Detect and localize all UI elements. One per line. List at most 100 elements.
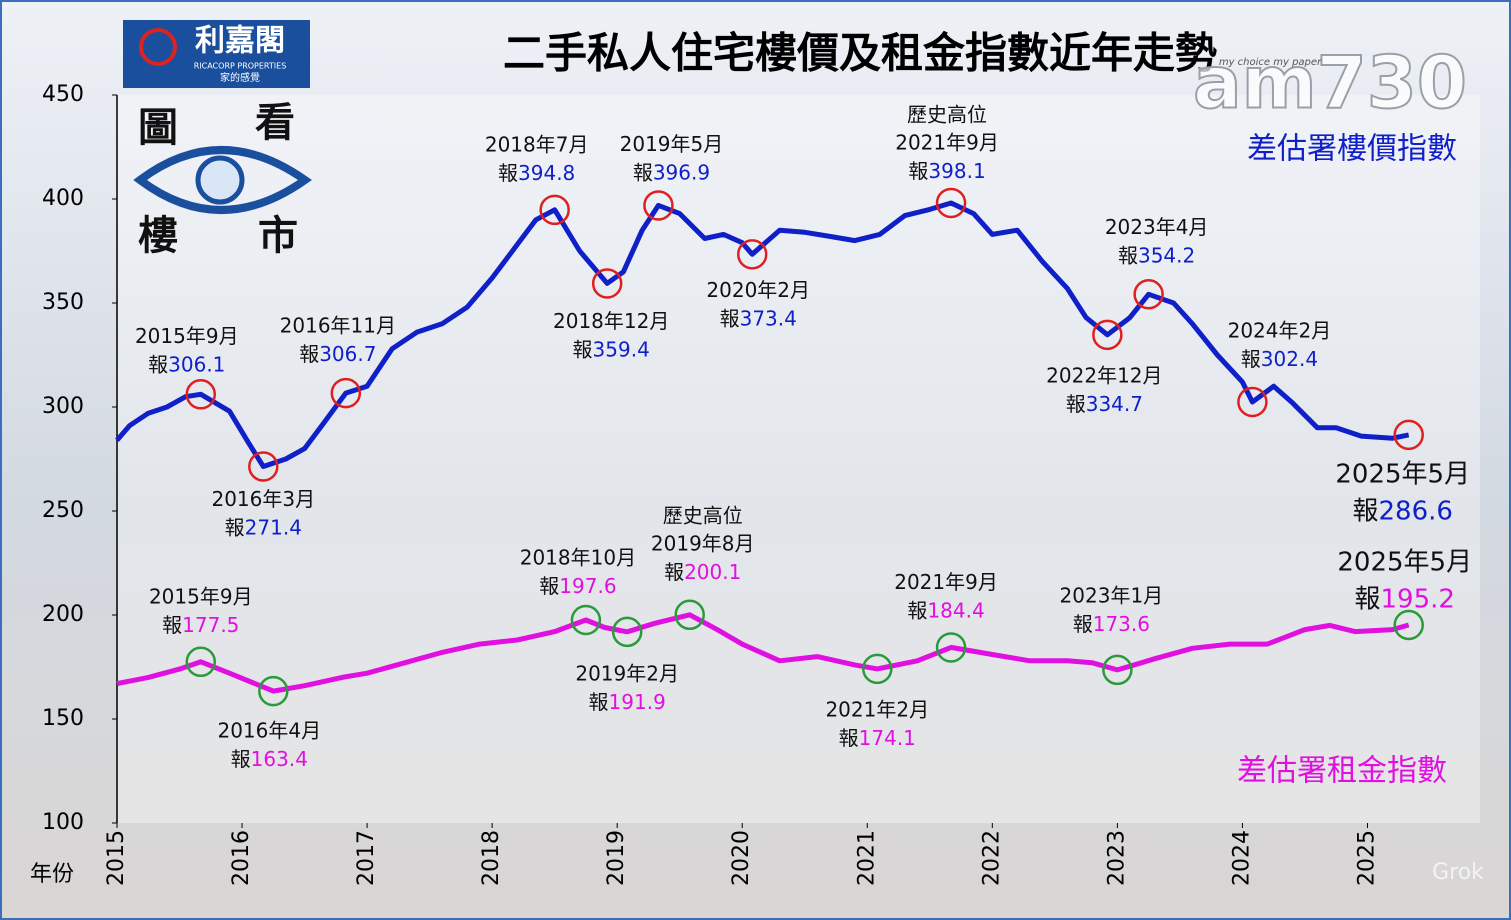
annotation-prefix: 報 xyxy=(907,598,927,622)
annotation-date: 2022年12月 xyxy=(1046,363,1162,387)
annotation-date: 2018年7月 xyxy=(485,132,589,156)
annotation-value-line: 報177.5 xyxy=(162,612,239,636)
annotation-value-line: 報306.7 xyxy=(299,342,376,366)
legend-label: 差估署樓價指數 xyxy=(1247,132,1457,167)
annotation-prefix: 報 xyxy=(231,747,251,771)
annotation-value-line: 報174.1 xyxy=(839,725,916,749)
logo: 利嘉閣 RICACORP PROPERTIES 家的感覺 xyxy=(123,20,310,88)
annotation-date: 2018年12月 xyxy=(553,309,669,333)
y-tick-label: 400 xyxy=(42,186,84,211)
x-tick-label: 2023 xyxy=(1104,830,1129,886)
x-axis-label: 年份 xyxy=(30,862,74,887)
annotation-prefix: 報 xyxy=(633,160,653,184)
annotation-value: 396.9 xyxy=(653,160,710,184)
logo-ring xyxy=(139,28,177,66)
annotation-value-line: 報359.4 xyxy=(573,337,650,361)
annotation-value: 373.4 xyxy=(740,306,797,330)
company-name: 利嘉閣 xyxy=(195,24,285,59)
y-tick-label: 200 xyxy=(42,602,84,627)
annotation-value: 306.1 xyxy=(168,352,225,376)
annotation-value-line: 報396.9 xyxy=(633,160,710,184)
annotation-value-line: 報271.4 xyxy=(225,515,302,539)
annotation-prefix: 報 xyxy=(720,306,740,330)
annotation-date: 2025年5月 xyxy=(1337,547,1472,577)
x-tick-label: 2017 xyxy=(354,830,379,886)
annotation-prefix: 報 xyxy=(664,559,684,583)
annotation-marker xyxy=(1237,386,1268,418)
annotation-value: 271.4 xyxy=(245,515,302,539)
annotation-note: 歷史高位 xyxy=(663,503,743,527)
annotation-value-line: 報197.6 xyxy=(539,573,616,597)
annotation-date: 2023年4月 xyxy=(1105,215,1209,239)
annotation-marker xyxy=(248,451,279,482)
annotation-prefix: 報 xyxy=(1066,391,1086,415)
annotation-value: 286.6 xyxy=(1379,496,1453,526)
y-tick-label: 250 xyxy=(42,498,84,523)
annotation-prefix: 報 xyxy=(839,725,859,749)
annotation-value-line: 報163.4 xyxy=(231,747,308,771)
annotation-marker xyxy=(935,632,967,663)
annotation-marker xyxy=(185,646,217,678)
annotation-marker xyxy=(330,377,362,409)
y-tick-label: 450 xyxy=(42,82,84,107)
annotation-value: 177.5 xyxy=(182,612,239,636)
annotation-marker xyxy=(570,604,602,636)
annotation-value-line: 報184.4 xyxy=(907,598,984,622)
annotation-prefix: 報 xyxy=(1241,347,1261,371)
y-tick-label: 100 xyxy=(42,810,84,835)
plot-area xyxy=(118,95,1480,823)
annotation-date: 2016年4月 xyxy=(217,719,321,743)
annotation-value: 359.4 xyxy=(593,337,650,361)
annotation-note: 歷史高位 xyxy=(907,102,987,126)
annotation-value-line: 報354.2 xyxy=(1118,243,1195,267)
annotation-value-line: 報373.4 xyxy=(720,306,797,330)
annotation-date: 2019年2月 xyxy=(575,661,679,685)
annotation-value-line: 報200.1 xyxy=(664,559,741,583)
eye xyxy=(133,146,312,214)
annotation-date: 2016年3月 xyxy=(211,487,315,511)
x-tick-label: 2016 xyxy=(229,830,254,886)
annotation-value: 195.2 xyxy=(1381,584,1455,614)
annotation-prefix: 報 xyxy=(1354,584,1380,614)
y-tick-label: 150 xyxy=(42,706,84,731)
annotation-date: 2015年9月 xyxy=(149,584,253,608)
annotation-value-line: 報398.1 xyxy=(908,158,985,182)
annotation-value-line: 報191.9 xyxy=(589,689,666,713)
annotation-prefix: 報 xyxy=(162,612,182,636)
annotation-prefix: 報 xyxy=(148,352,168,376)
annotation-marker xyxy=(611,616,643,648)
slogan: 家的感覺 xyxy=(220,71,260,84)
x-tick-label: 2018 xyxy=(479,830,504,886)
watermark-tagline: my choice my paper xyxy=(1219,57,1322,68)
annotation-value: 398.1 xyxy=(928,158,985,182)
annotation-value-line: 報195.2 xyxy=(1354,584,1454,614)
annotation-date: 2025年5月 xyxy=(1335,459,1470,489)
chart-title: 二手私人住宅樓價及租金指數近年走勢 xyxy=(503,29,1217,78)
annotation-marker xyxy=(862,653,893,685)
badge-char: 看 xyxy=(255,100,295,146)
annotation-marker xyxy=(1393,609,1424,641)
legend-label: 差估署租金指數 xyxy=(1237,754,1447,789)
badge-char: 市 xyxy=(258,213,298,259)
annotation-value: 200.1 xyxy=(684,559,741,583)
annotation-value: 197.6 xyxy=(559,573,616,597)
x-tick-label: 2019 xyxy=(604,830,629,886)
annotation-prefix: 報 xyxy=(225,515,245,539)
annotation-date: 2021年9月 xyxy=(895,130,999,154)
watermark: am730 xyxy=(1193,41,1467,125)
annotation-prefix: 報 xyxy=(498,160,518,184)
x-tick-label: 2015 xyxy=(104,830,129,886)
annotation-marker xyxy=(1133,279,1164,310)
annotation-value: 173.6 xyxy=(1093,611,1150,635)
annotation-date: 2021年9月 xyxy=(894,570,998,594)
annotation-value: 354.2 xyxy=(1138,243,1195,267)
x-tick-label: 2025 xyxy=(1354,830,1379,886)
ai-mark: Grok xyxy=(1432,860,1484,885)
annotation-marker xyxy=(539,194,570,226)
series-line xyxy=(115,200,1410,469)
annotation-prefix: 報 xyxy=(908,158,928,182)
annotation-marker xyxy=(258,675,289,707)
annotation-date: 2019年5月 xyxy=(620,132,724,156)
annotation-date: 2021年2月 xyxy=(825,697,929,721)
annotation-value: 394.8 xyxy=(518,160,575,184)
